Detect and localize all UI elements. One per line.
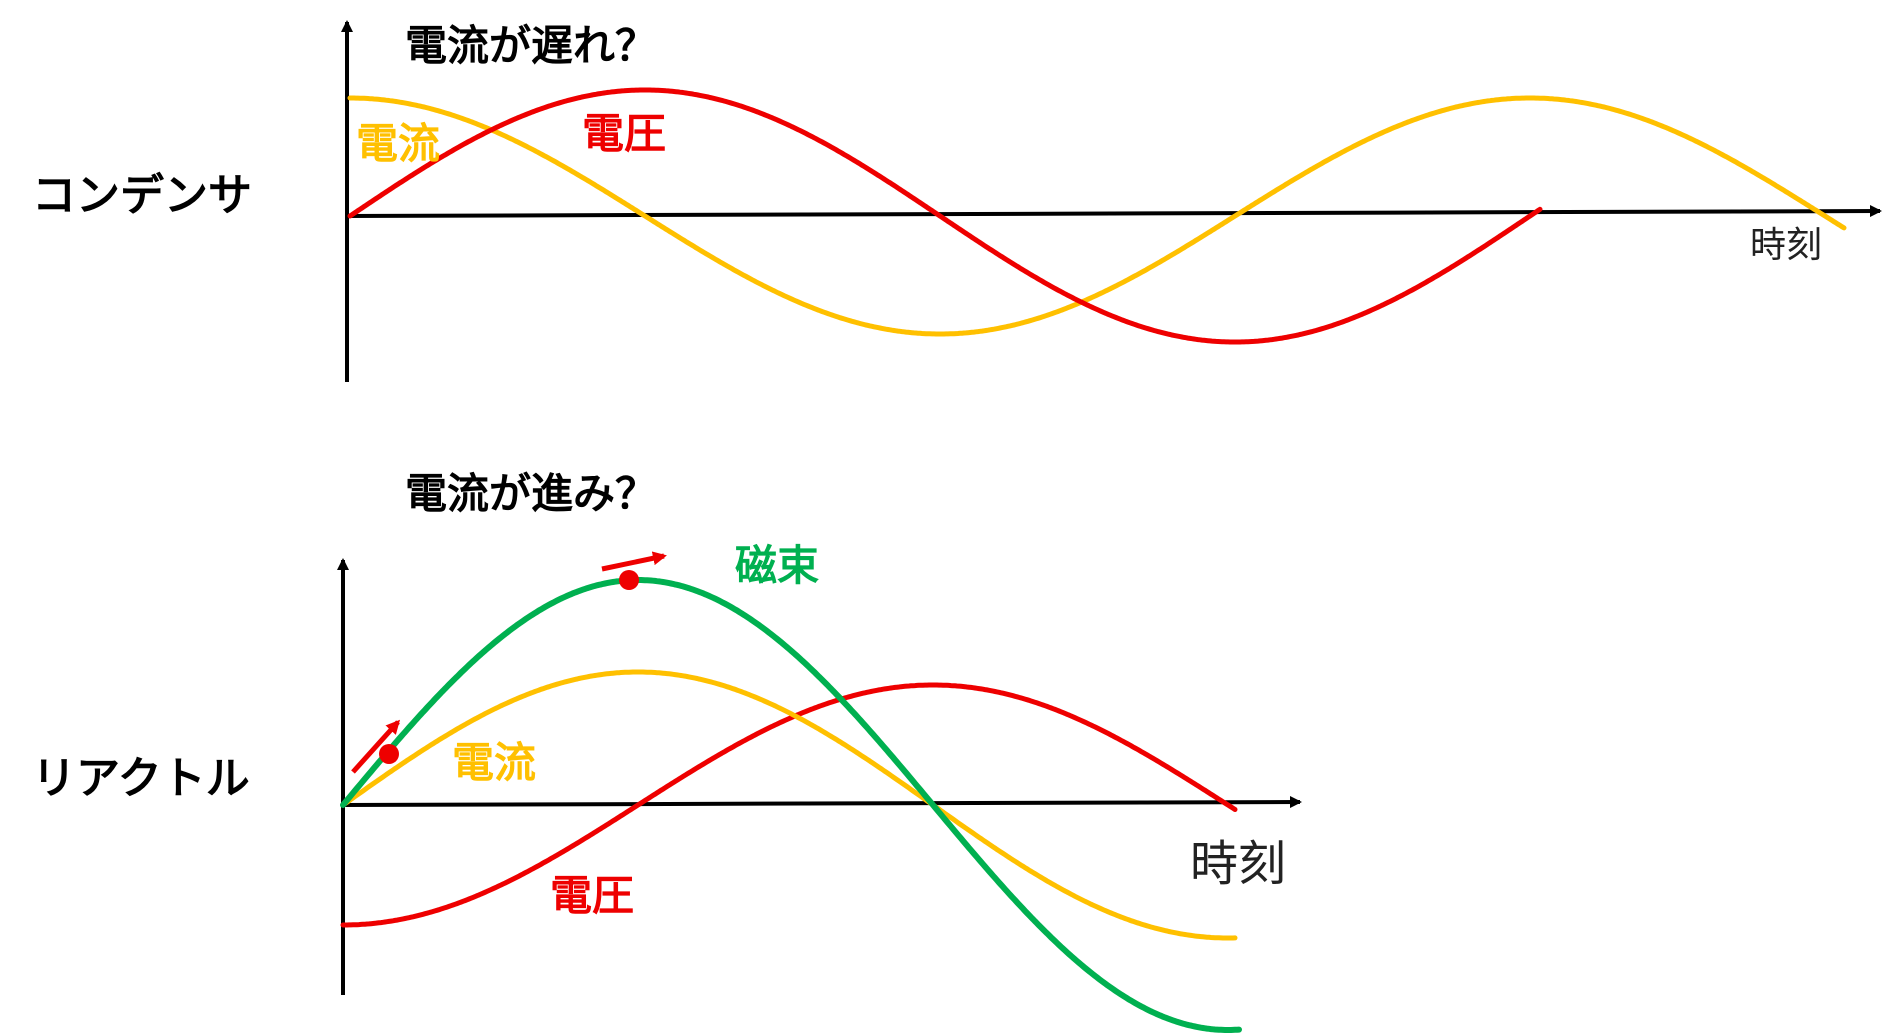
flux-slope-arrow-2 <box>601 551 667 572</box>
bottom-current-curve <box>340 669 1238 941</box>
top-question-text: 電流が遅れ？ <box>405 21 657 70</box>
bottom-question-text: 電流が進み？ <box>405 469 657 518</box>
top-x-axis <box>346 205 1882 218</box>
top-panel: 電流が遅れ？ コンデンサ 電流 電圧 時刻 <box>32 20 1882 382</box>
bottom-panel: 電流が進み？ リアクトル 磁束 電流 電圧 時刻 <box>32 469 1302 1033</box>
top-time-axis-label: 時刻 <box>1750 225 1822 266</box>
flux-slope-dot-2 <box>619 570 639 590</box>
top-current-label: 電流 <box>356 119 440 168</box>
bottom-voltage-curve <box>340 682 1238 928</box>
bottom-row-label: リアクトル <box>32 753 250 804</box>
bottom-voltage-label: 電圧 <box>550 871 634 920</box>
bottom-flux-curve <box>340 577 1242 1033</box>
bottom-flux-label: 磁束 <box>735 541 819 590</box>
flux-slope-dot-1 <box>379 744 399 764</box>
bottom-x-axis <box>342 796 1302 809</box>
bottom-time-axis-label: 時刻 <box>1190 836 1286 892</box>
bottom-current-label: 電流 <box>452 738 536 787</box>
top-current-curve <box>347 95 1847 337</box>
top-row-label: コンデンサ <box>32 170 252 221</box>
flux-slope-arrow-1 <box>351 719 401 774</box>
top-voltage-label: 電圧 <box>582 109 666 158</box>
top-voltage-curve <box>347 87 1543 345</box>
